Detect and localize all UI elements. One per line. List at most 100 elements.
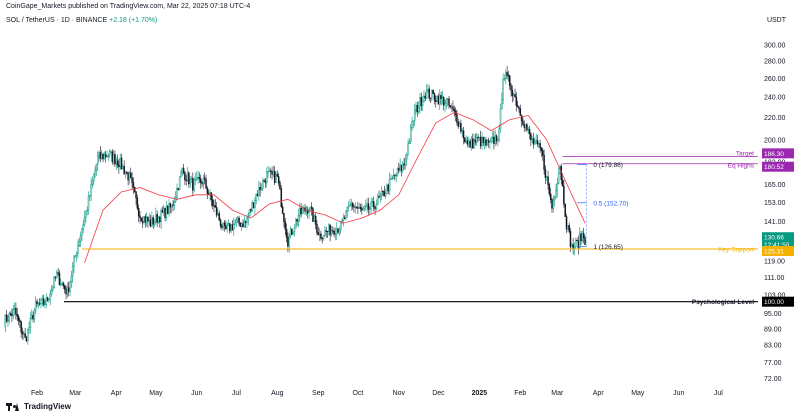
candle-body [328, 224, 330, 232]
candle-body [466, 140, 469, 145]
candle-body [552, 199, 555, 209]
candle-body [260, 187, 263, 191]
candle-body [41, 298, 44, 300]
y-tick-label: 83.00 [764, 343, 782, 350]
candle-body [103, 154, 106, 160]
currency-label: USDT [766, 17, 786, 24]
candle-body [569, 230, 572, 248]
candle-body [52, 287, 54, 290]
candle-body [299, 207, 301, 216]
candle-body [189, 178, 191, 185]
candle-body [575, 239, 577, 248]
candle-body [370, 202, 372, 209]
candle-body [104, 154, 107, 158]
candle-body [277, 176, 280, 184]
candle-body [354, 206, 357, 208]
psychological-level-badge: 100.00 [764, 299, 784, 306]
candle-body [62, 282, 65, 287]
y-tick-label: 103.00 [764, 292, 786, 299]
candle-body [213, 205, 215, 207]
candle-body [60, 284, 62, 286]
candle-body [200, 178, 202, 183]
candle-body [160, 209, 162, 223]
candle-body [464, 137, 466, 143]
candle-body [157, 216, 160, 223]
candle-body [27, 328, 29, 342]
candle-body [556, 183, 559, 192]
candle-body [530, 133, 532, 140]
candle-body [470, 138, 473, 148]
candle-body [197, 177, 199, 179]
candle-body [511, 89, 514, 97]
candle-body [555, 190, 557, 198]
candle-body [545, 176, 548, 178]
fib-level-label: 1 (126.65) [593, 244, 623, 251]
candle-body [268, 170, 271, 172]
candle-body [168, 203, 170, 214]
x-tick-label: Feb [514, 390, 526, 397]
candle-body [235, 219, 238, 223]
candle-body [396, 168, 399, 176]
key-support-badge: 125.31 [764, 248, 784, 255]
candle-body [127, 172, 129, 181]
candle-body [387, 184, 390, 192]
candle-body [266, 171, 268, 183]
candle-body [376, 196, 379, 205]
candle-body [308, 209, 310, 214]
x-tick-label: Apr [593, 390, 605, 397]
x-tick-label: Aug [271, 390, 284, 397]
candle-body [313, 215, 316, 222]
candle-body [349, 204, 351, 207]
candle-body [124, 172, 127, 175]
candle-body [497, 139, 499, 142]
x-tick-label: Jul [232, 390, 241, 397]
candle-body [131, 177, 133, 183]
candle-body [152, 217, 154, 225]
candle-body [339, 221, 342, 231]
candle-body [98, 152, 100, 157]
candle-body [465, 140, 467, 143]
candle-body [316, 224, 318, 233]
candle-body [514, 94, 516, 98]
eq-highs-badge-bg [762, 161, 794, 172]
candle-body [214, 205, 217, 208]
candle-body [19, 320, 21, 323]
candle-body [139, 215, 141, 219]
last-price-badge: 12:41:50 [764, 242, 790, 249]
candle-body [7, 320, 9, 322]
candle-body [203, 177, 206, 180]
candle-body [147, 216, 149, 222]
candle-body [254, 200, 256, 208]
candle-body [29, 317, 32, 328]
candle-body [321, 238, 323, 240]
candle-body [111, 151, 114, 162]
candle-body [70, 275, 73, 283]
eq-highs-label: Eq Highs [728, 163, 755, 170]
candle-body [437, 96, 440, 105]
candle-body [493, 136, 495, 144]
candle-body [119, 157, 121, 168]
candle-body [11, 314, 13, 316]
candle-body [359, 206, 362, 210]
candle-body [564, 203, 566, 217]
candle-body [300, 207, 302, 215]
candle-body [417, 106, 420, 113]
candle-body [77, 245, 79, 254]
candle-body [367, 203, 370, 210]
candle-body [28, 327, 30, 330]
candle-body [457, 121, 459, 127]
candle-body [85, 210, 87, 218]
candle-body [336, 228, 338, 235]
tradingview-logo-icon [6, 402, 20, 411]
candle-body [185, 179, 187, 181]
candle-body [402, 163, 404, 171]
candle-body [188, 172, 190, 185]
candle-body [144, 216, 147, 223]
candle-body [355, 206, 358, 209]
candle-body [194, 179, 197, 181]
tradingview-logo[interactable]: TradingView [6, 402, 71, 411]
candle-body [322, 235, 325, 240]
candle-body [264, 180, 267, 183]
candle-body [551, 199, 553, 209]
